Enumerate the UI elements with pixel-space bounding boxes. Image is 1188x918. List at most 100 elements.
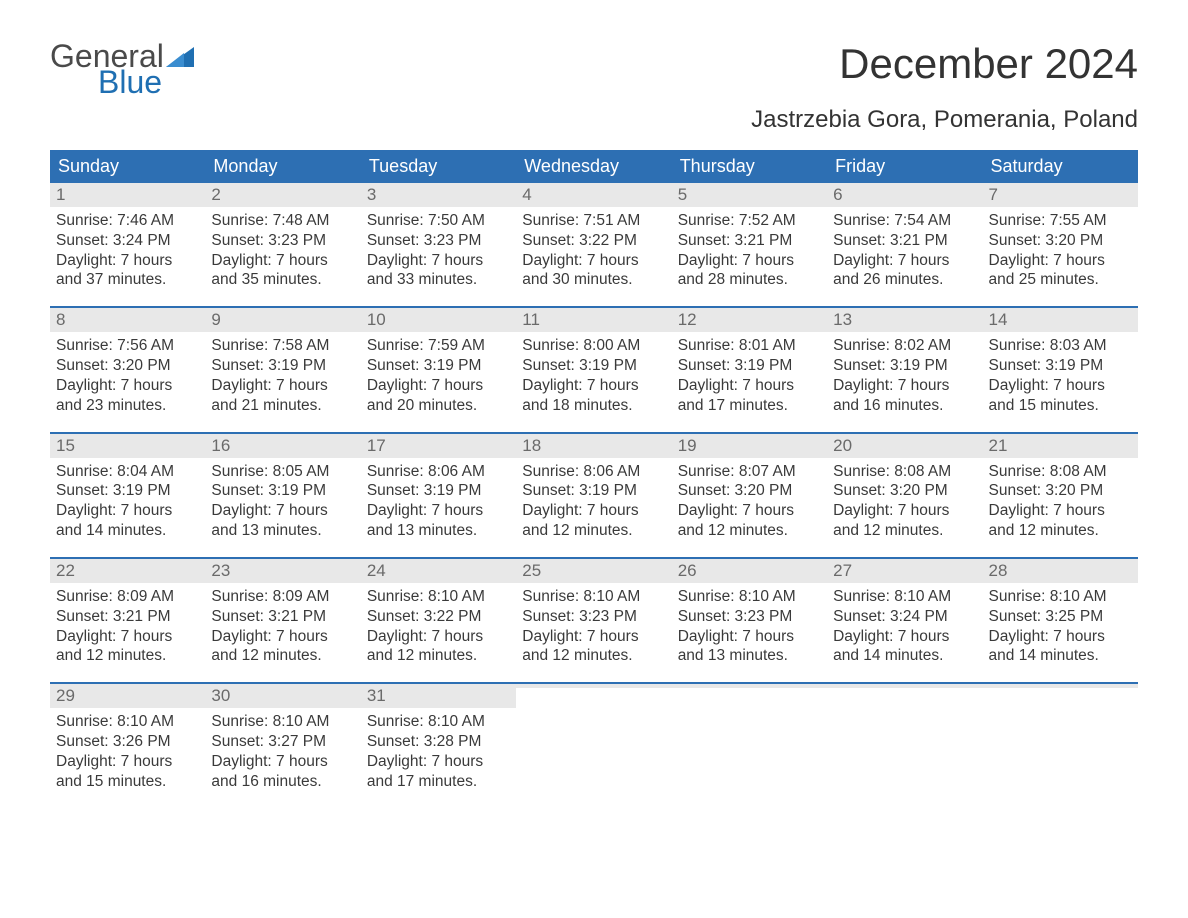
weeks-container: 1Sunrise: 7:46 AMSunset: 3:24 PMDaylight… [50, 183, 1138, 794]
day-sunset: Sunset: 3:25 PM [989, 607, 1132, 627]
day-sunset: Sunset: 3:24 PM [833, 607, 976, 627]
calendar-day: 6Sunrise: 7:54 AMSunset: 3:21 PMDaylight… [827, 183, 982, 292]
day-body: Sunrise: 7:48 AMSunset: 3:23 PMDaylight:… [205, 207, 360, 292]
day-day1: Daylight: 7 hours [678, 251, 821, 271]
calendar-day: 1Sunrise: 7:46 AMSunset: 3:24 PMDaylight… [50, 183, 205, 292]
day-sunset: Sunset: 3:22 PM [367, 607, 510, 627]
day-day2: and 21 minutes. [211, 396, 354, 416]
calendar-day: 31Sunrise: 8:10 AMSunset: 3:28 PMDayligh… [361, 684, 516, 793]
day-sunrise: Sunrise: 7:50 AM [367, 211, 510, 231]
day-body: Sunrise: 8:09 AMSunset: 3:21 PMDaylight:… [205, 583, 360, 668]
day-sunset: Sunset: 3:21 PM [211, 607, 354, 627]
calendar-day: 29Sunrise: 8:10 AMSunset: 3:26 PMDayligh… [50, 684, 205, 793]
day-body: Sunrise: 7:51 AMSunset: 3:22 PMDaylight:… [516, 207, 671, 292]
week-row: 22Sunrise: 8:09 AMSunset: 3:21 PMDayligh… [50, 557, 1138, 668]
day-sunrise: Sunrise: 7:58 AM [211, 336, 354, 356]
day-number-row: 26 [672, 559, 827, 583]
day-day1: Daylight: 7 hours [211, 501, 354, 521]
header: General Blue December 2024 [50, 40, 1138, 98]
day-day2: and 14 minutes. [989, 646, 1132, 666]
day-day2: and 12 minutes. [367, 646, 510, 666]
day-day1: Daylight: 7 hours [56, 501, 199, 521]
day-number: 31 [361, 684, 516, 708]
day-sunrise: Sunrise: 8:03 AM [989, 336, 1132, 356]
day-number: 28 [983, 559, 1138, 583]
day-day2: and 16 minutes. [833, 396, 976, 416]
day-body [827, 688, 982, 694]
day-body: Sunrise: 8:10 AMSunset: 3:22 PMDaylight:… [361, 583, 516, 668]
logo: General Blue [50, 40, 194, 98]
dow-saturday: Saturday [983, 150, 1138, 183]
calendar-day [827, 684, 982, 793]
day-sunset: Sunset: 3:20 PM [56, 356, 199, 376]
day-day1: Daylight: 7 hours [56, 752, 199, 772]
day-day2: and 12 minutes. [56, 646, 199, 666]
day-number-row: 6 [827, 183, 982, 207]
day-day1: Daylight: 7 hours [367, 752, 510, 772]
day-number-row: 29 [50, 684, 205, 708]
day-number: 3 [361, 183, 516, 207]
day-day1: Daylight: 7 hours [989, 627, 1132, 647]
day-body: Sunrise: 8:00 AMSunset: 3:19 PMDaylight:… [516, 332, 671, 417]
day-body: Sunrise: 8:05 AMSunset: 3:19 PMDaylight:… [205, 458, 360, 543]
day-body: Sunrise: 8:10 AMSunset: 3:25 PMDaylight:… [983, 583, 1138, 668]
day-sunrise: Sunrise: 8:10 AM [211, 712, 354, 732]
day-number: 10 [361, 308, 516, 332]
day-number: 29 [50, 684, 205, 708]
day-sunrise: Sunrise: 8:05 AM [211, 462, 354, 482]
day-body [516, 688, 671, 694]
calendar-day [672, 684, 827, 793]
day-day2: and 16 minutes. [211, 772, 354, 792]
day-day1: Daylight: 7 hours [522, 251, 665, 271]
day-body: Sunrise: 8:08 AMSunset: 3:20 PMDaylight:… [827, 458, 982, 543]
day-number: 9 [205, 308, 360, 332]
day-sunset: Sunset: 3:19 PM [678, 356, 821, 376]
day-day2: and 14 minutes. [56, 521, 199, 541]
day-number-row: 20 [827, 434, 982, 458]
day-sunrise: Sunrise: 7:56 AM [56, 336, 199, 356]
day-number: 19 [672, 434, 827, 458]
day-day1: Daylight: 7 hours [678, 627, 821, 647]
day-sunset: Sunset: 3:27 PM [211, 732, 354, 752]
day-day1: Daylight: 7 hours [211, 251, 354, 271]
calendar-day [983, 684, 1138, 793]
day-body: Sunrise: 7:50 AMSunset: 3:23 PMDaylight:… [361, 207, 516, 292]
day-sunset: Sunset: 3:19 PM [211, 481, 354, 501]
week-row: 15Sunrise: 8:04 AMSunset: 3:19 PMDayligh… [50, 432, 1138, 543]
day-sunrise: Sunrise: 8:02 AM [833, 336, 976, 356]
day-body: Sunrise: 8:10 AMSunset: 3:24 PMDaylight:… [827, 583, 982, 668]
calendar-day: 16Sunrise: 8:05 AMSunset: 3:19 PMDayligh… [205, 434, 360, 543]
day-sunrise: Sunrise: 8:07 AM [678, 462, 821, 482]
calendar: Sunday Monday Tuesday Wednesday Thursday… [50, 150, 1138, 794]
day-body: Sunrise: 7:54 AMSunset: 3:21 PMDaylight:… [827, 207, 982, 292]
day-sunrise: Sunrise: 8:10 AM [989, 587, 1132, 607]
day-day2: and 13 minutes. [678, 646, 821, 666]
day-body: Sunrise: 8:02 AMSunset: 3:19 PMDaylight:… [827, 332, 982, 417]
week-row: 1Sunrise: 7:46 AMSunset: 3:24 PMDaylight… [50, 183, 1138, 292]
day-number: 6 [827, 183, 982, 207]
day-day1: Daylight: 7 hours [367, 627, 510, 647]
day-number: 11 [516, 308, 671, 332]
dow-header-row: Sunday Monday Tuesday Wednesday Thursday… [50, 150, 1138, 183]
day-day2: and 12 minutes. [522, 521, 665, 541]
day-day2: and 30 minutes. [522, 270, 665, 290]
day-sunrise: Sunrise: 8:06 AM [367, 462, 510, 482]
dow-thursday: Thursday [672, 150, 827, 183]
day-body: Sunrise: 7:56 AMSunset: 3:20 PMDaylight:… [50, 332, 205, 417]
calendar-day: 20Sunrise: 8:08 AMSunset: 3:20 PMDayligh… [827, 434, 982, 543]
day-body: Sunrise: 8:10 AMSunset: 3:23 PMDaylight:… [672, 583, 827, 668]
day-number: 30 [205, 684, 360, 708]
day-sunset: Sunset: 3:19 PM [367, 481, 510, 501]
day-body: Sunrise: 7:52 AMSunset: 3:21 PMDaylight:… [672, 207, 827, 292]
week-row: 8Sunrise: 7:56 AMSunset: 3:20 PMDaylight… [50, 306, 1138, 417]
day-body: Sunrise: 8:06 AMSunset: 3:19 PMDaylight:… [516, 458, 671, 543]
dow-monday: Monday [205, 150, 360, 183]
day-number-row: 16 [205, 434, 360, 458]
day-body: Sunrise: 8:04 AMSunset: 3:19 PMDaylight:… [50, 458, 205, 543]
day-body: Sunrise: 8:10 AMSunset: 3:28 PMDaylight:… [361, 708, 516, 793]
dow-sunday: Sunday [50, 150, 205, 183]
day-number-row: 10 [361, 308, 516, 332]
day-sunset: Sunset: 3:21 PM [678, 231, 821, 251]
day-sunset: Sunset: 3:26 PM [56, 732, 199, 752]
calendar-day: 11Sunrise: 8:00 AMSunset: 3:19 PMDayligh… [516, 308, 671, 417]
